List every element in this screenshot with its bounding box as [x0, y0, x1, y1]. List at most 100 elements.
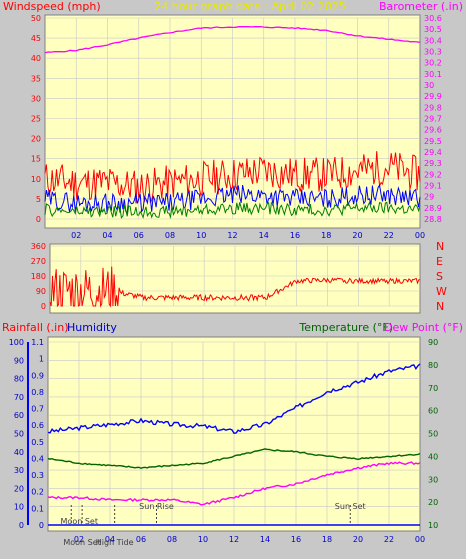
compass-label: S — [436, 270, 443, 283]
wind-tick-label: 45 — [31, 34, 41, 43]
x-tick-label: 22 — [384, 231, 394, 240]
barometer-tick-label: 30.3 — [424, 48, 442, 57]
x-tick-label: 20 — [352, 231, 362, 240]
marker-label: Sun Rise — [139, 502, 174, 511]
barometer-tick-label: 29.4 — [424, 148, 442, 157]
barometer-tick-label: 30.5 — [424, 25, 442, 34]
temperature-tick-label: 70 — [428, 384, 438, 393]
humidity-tick-label: 0 — [19, 521, 24, 530]
barometer-title: Barometer (.in) — [379, 0, 463, 13]
x-tick-label: 04 — [102, 231, 112, 240]
barometer-tick-label: 29.5 — [424, 137, 442, 146]
x-tick-label: 14 — [260, 535, 270, 544]
x-tick-label: 12 — [229, 535, 239, 544]
wind-tick-label: 10 — [31, 175, 41, 184]
humidity-tick-label: 90 — [14, 356, 24, 365]
x-tick-label: 02 — [71, 231, 81, 240]
barometer-tick-label: 29.3 — [424, 159, 442, 168]
barometer-tick-label: 29 — [424, 193, 434, 202]
direction-tick-label: 360 — [31, 242, 46, 251]
x-tick-label: 18 — [321, 231, 331, 240]
barometer-tick-label: 30.6 — [424, 14, 442, 23]
wind-tick-label: 50 — [31, 14, 41, 23]
marker-label: Moon Set — [61, 517, 98, 526]
x-tick-label: 16 — [290, 231, 300, 240]
barometer-tick-label: 30.1 — [424, 70, 442, 79]
temperature-line — [47, 448, 421, 470]
barometer-line — [44, 25, 421, 54]
rain-tick-label: 1 — [39, 355, 44, 364]
barometer-tick-label: 29.2 — [424, 170, 442, 179]
temperature-tick-label: 60 — [428, 407, 438, 416]
humidity-tick-label: 20 — [14, 484, 24, 493]
temperature-tick-label: 80 — [428, 361, 438, 370]
x-tick-label: 16 — [291, 535, 301, 544]
rain-tick-label: 0.7 — [31, 405, 44, 414]
humidity-tick-label: 50 — [14, 430, 24, 439]
temperature-tick-label: 20 — [428, 498, 438, 507]
x-tick-label: 08 — [165, 231, 175, 240]
plot-lines — [44, 25, 421, 526]
wind-tick-label: 40 — [31, 54, 41, 63]
x-tick-label: 06 — [134, 231, 144, 240]
compass-label: W — [436, 285, 447, 298]
direction-tick-label: 270 — [31, 257, 46, 266]
humidity-tick-label: 60 — [14, 411, 24, 420]
compass-label: N — [436, 300, 444, 313]
x-tick-label: 14 — [259, 231, 269, 240]
barometer-tick-label: 28.8 — [424, 215, 442, 224]
wind-tick-label: 35 — [31, 74, 41, 83]
dewpoint-line — [47, 461, 421, 506]
compass-label: E — [436, 255, 443, 268]
humidity-line — [47, 363, 421, 434]
x-tick-label: 20 — [353, 535, 363, 544]
rain-tick-label: 0.5 — [31, 438, 44, 447]
barometer-tick-label: 29.7 — [424, 115, 442, 124]
x-tick-label: 00 — [415, 535, 425, 544]
barometer-tick-label: 29.9 — [424, 92, 442, 101]
marker-label: Sun Set — [335, 502, 366, 511]
temperature-tick-label: 40 — [428, 452, 438, 461]
wind-tick-label: 20 — [31, 135, 41, 144]
barometer-tick-label: 30.2 — [424, 59, 442, 68]
rain-tick-label: 0.4 — [31, 454, 44, 463]
windspeed-title: Windspeed (mph) — [3, 0, 101, 13]
wind-tick-label: 15 — [31, 155, 41, 164]
temperature-tick-label: 30 — [428, 475, 438, 484]
rain-tick-label: 0.9 — [31, 371, 44, 380]
humidity-tick-label: 30 — [14, 466, 24, 475]
humidity-tick-label: 80 — [14, 375, 24, 384]
temperature-tick-label: 50 — [428, 430, 438, 439]
wind-tick-label: 25 — [31, 115, 41, 124]
x-tick-label: 06 — [136, 535, 146, 544]
direction-tick-label: 0 — [41, 302, 46, 311]
dewpoint-title: Dew Point (°F) — [384, 321, 463, 334]
temperature-tick-label: 10 — [428, 521, 438, 530]
humidity-title: Humidity — [67, 321, 117, 334]
x-tick-label: 22 — [384, 535, 394, 544]
barometer-tick-label: 29.6 — [424, 126, 442, 135]
temperature-tick-label: 90 — [428, 338, 438, 347]
humidity-tick-label: 100 — [9, 338, 24, 347]
barometer-tick-label: 29.8 — [424, 103, 442, 112]
x-tick-label: 12 — [227, 231, 237, 240]
rain-tick-label: 0.1 — [31, 504, 44, 513]
x-tick-label: 18 — [322, 535, 332, 544]
wind-tick-label: 30 — [31, 94, 41, 103]
direction-tick-label: 180 — [31, 272, 46, 281]
wind-tick-label: 0 — [36, 215, 41, 224]
x-tick-label: 10 — [198, 535, 208, 544]
graph-date-title: 24 hour graph date : April 02 2025 — [154, 0, 346, 13]
rain-tick-label: 0.2 — [31, 488, 44, 497]
wind-direction-line — [49, 266, 420, 308]
barometer-tick-label: 30 — [424, 81, 434, 90]
rain-tick-label: 0.6 — [31, 421, 44, 430]
x-tick-label: 02 — [74, 535, 84, 544]
humidity-tick-label: 40 — [14, 448, 24, 457]
rain-tick-label: 0.3 — [31, 471, 44, 480]
humidity-tick-label: 70 — [14, 393, 24, 402]
direction-tick-label: 90 — [36, 287, 46, 296]
x-tick-label: 08 — [167, 535, 177, 544]
